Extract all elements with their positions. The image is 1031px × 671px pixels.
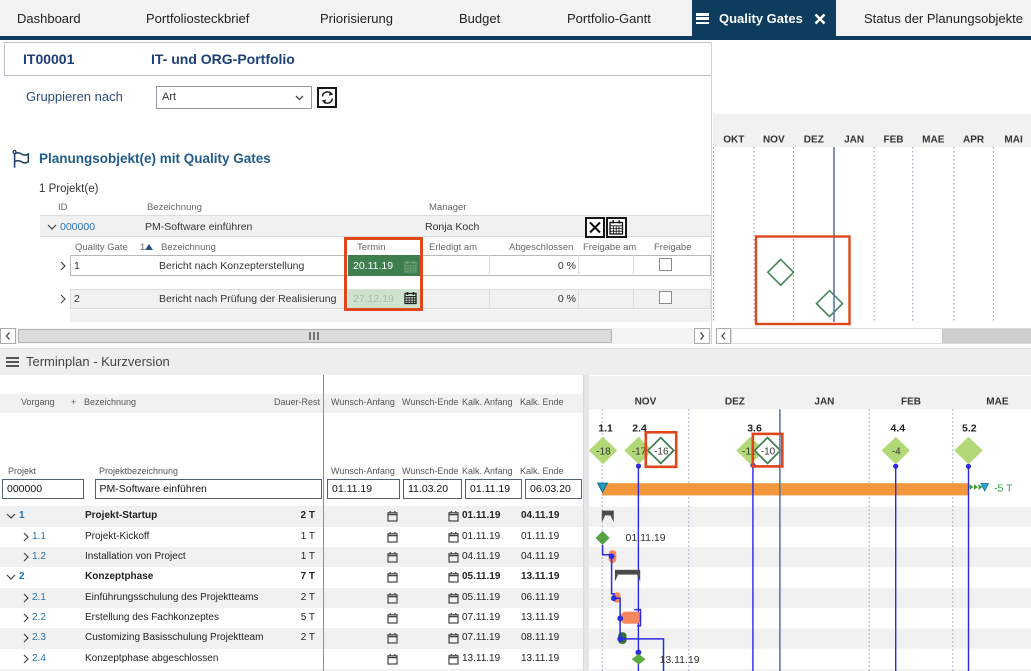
- svg-text:1.1: 1.1: [598, 423, 613, 435]
- svg-text:4.4: 4.4: [890, 423, 905, 435]
- svg-text:-11: -11: [742, 447, 756, 458]
- svg-text:-10: -10: [761, 447, 776, 458]
- svg-text:FEB: FEB: [884, 135, 904, 146]
- svg-text:DEZ: DEZ: [725, 397, 745, 408]
- svg-text:NOV: NOV: [763, 135, 785, 146]
- svg-text:-5 T: -5 T: [994, 483, 1013, 495]
- svg-text:MAE: MAE: [986, 397, 1009, 408]
- svg-text:5.2: 5.2: [962, 423, 977, 435]
- svg-text:APR: APR: [963, 135, 985, 146]
- svg-text:13.11.19: 13.11.19: [660, 654, 700, 666]
- svg-text:-17: -17: [632, 447, 647, 458]
- svg-text:01.11.19: 01.11.19: [626, 532, 666, 544]
- svg-text:-4: -4: [892, 447, 901, 458]
- svg-text:FEB: FEB: [901, 397, 921, 408]
- svg-text:MAE: MAE: [922, 135, 945, 146]
- svg-text:-16: -16: [654, 447, 669, 458]
- svg-text:OKT: OKT: [723, 135, 744, 146]
- svg-text:JAN: JAN: [814, 397, 834, 408]
- svg-text:MAI: MAI: [1004, 135, 1023, 146]
- svg-text:DEZ: DEZ: [804, 135, 824, 146]
- svg-text:NOV: NOV: [635, 397, 657, 408]
- svg-text:-18: -18: [596, 447, 611, 458]
- svg-text:JAN: JAN: [844, 135, 864, 146]
- svg-text:2.4: 2.4: [632, 423, 647, 435]
- svg-text:3.6: 3.6: [747, 423, 762, 435]
